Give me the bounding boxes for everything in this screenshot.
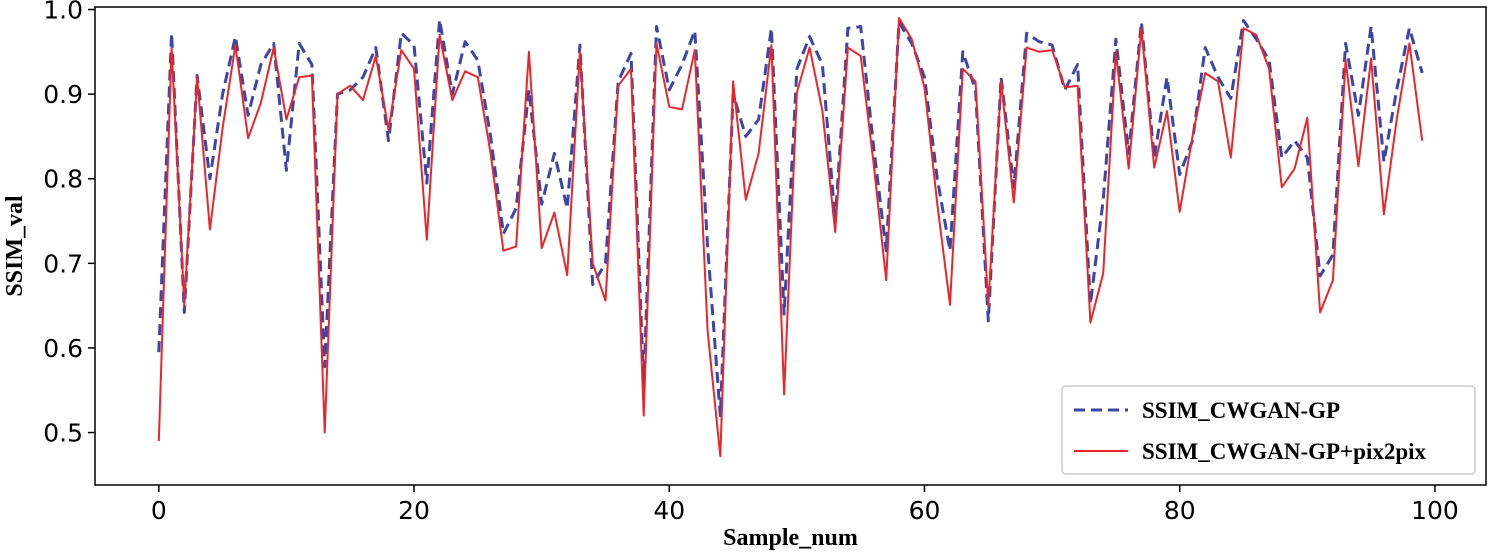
legend-label-cwgan-gp: SSIM_CWGAN-GP [1142, 398, 1340, 423]
legend-label-cwgan-gp-pix2pix: SSIM_CWGAN-GP+pix2pix [1142, 439, 1427, 464]
y-tick-label: 0.8 [43, 165, 83, 194]
x-axis-title: Sample_num [723, 525, 858, 551]
legend: SSIM_CWGAN-GP SSIM_CWGAN-GP+pix2pix [1061, 385, 1476, 475]
x-tick-label: 0 [151, 496, 167, 525]
y-tick-label: 0.9 [43, 80, 83, 109]
y-axis-ticks: 0.5 0.6 0.7 0.8 0.9 1.0 [43, 0, 95, 448]
x-axis-ticks: 0 20 40 60 80 100 [151, 485, 1459, 525]
y-tick-label: 0.7 [43, 249, 83, 278]
x-tick-label: 80 [1164, 496, 1196, 525]
series-line-cwgan-gp-pix2pix [157, 17, 1424, 458]
y-tick-label: 0.5 [43, 419, 83, 448]
x-tick-label: 100 [1411, 496, 1459, 525]
series-line-cwgan-gp [157, 18, 1424, 418]
y-axis-title: SSIM_val [2, 195, 28, 297]
legend-box [1061, 385, 1476, 475]
x-tick-label: 40 [653, 496, 685, 525]
y-tick-label: 1.0 [43, 0, 83, 25]
plot-frame [94, 6, 1487, 486]
y-tick-label: 0.6 [43, 334, 83, 363]
x-tick-label: 20 [398, 496, 430, 525]
series-layer [157, 17, 1424, 458]
x-tick-label: 60 [909, 496, 941, 525]
